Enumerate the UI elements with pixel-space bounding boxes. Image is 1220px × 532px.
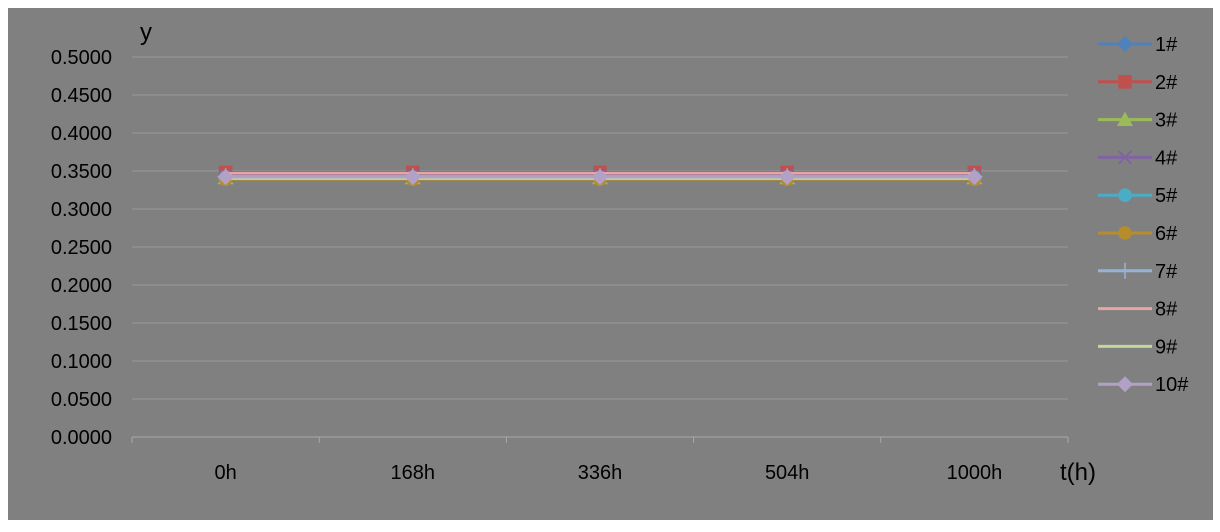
legend-label: 3# [1155, 110, 1178, 132]
y-tick-label: 0.0000 [51, 427, 112, 449]
x-axis-title: t(h) [1060, 459, 1096, 486]
y-axis-title: y [140, 19, 152, 46]
y-tick-label: 0.1000 [51, 351, 112, 373]
legend-item: 3# [1098, 110, 1178, 132]
data-point [1117, 36, 1133, 52]
x-tick-label: 504h [765, 462, 810, 484]
legend-item: 1# [1098, 34, 1178, 56]
legend-item: 2# [1098, 72, 1178, 94]
legend-label: 5# [1155, 185, 1178, 207]
data-point [592, 169, 608, 186]
y-tick-label: 0.2000 [51, 275, 112, 297]
y-tick-label: 0.3000 [51, 199, 112, 221]
legend-item: 8# [1098, 299, 1178, 321]
legend-label: 7# [1155, 261, 1178, 283]
data-point [1117, 150, 1133, 165]
y-tick-label: 0.4500 [51, 85, 112, 107]
data-series [217, 165, 983, 187]
axes: 0.0000 0.0500 0.1000 0.1500 0.2000 0.2500 0.30… [51, 47, 1069, 484]
legend-item: 5# [1098, 185, 1178, 207]
legend-item: 10# [1098, 374, 1189, 396]
legend-label: 1# [1155, 34, 1178, 56]
y-tick-label: 0.0500 [51, 389, 112, 411]
chart-background [8, 8, 1213, 520]
legend-label: 4# [1155, 147, 1178, 169]
y-tick-label: 0.2500 [51, 237, 112, 259]
y-tick-label: 0.4000 [51, 123, 112, 145]
data-point [1117, 376, 1133, 393]
legend-label: 6# [1155, 223, 1178, 245]
data-point [966, 169, 983, 186]
x-tick-label: 1000h [947, 462, 1003, 484]
data-point [1117, 262, 1133, 279]
data-point [779, 169, 796, 186]
y-tick-label: 0.3500 [51, 161, 112, 183]
y-tick-label: 0.5000 [51, 47, 112, 69]
data-point [1117, 111, 1133, 126]
legend: 1# 2# 3# 4# 5# 6# 7# 8# 9# 10# [1098, 34, 1189, 396]
legend-label: 10# [1155, 374, 1189, 396]
x-tick-label: 0h [214, 462, 236, 484]
data-point [1118, 188, 1132, 202]
y-tick-label: 0.1500 [51, 313, 112, 335]
legend-item: 7# [1098, 261, 1178, 283]
x-tick-label: 336h [578, 462, 623, 484]
data-point [1118, 226, 1132, 240]
data-point [1118, 75, 1132, 89]
legend-label: 9# [1155, 336, 1178, 358]
data-point [217, 169, 234, 186]
gridlines [132, 56, 1068, 400]
legend-item: 4# [1098, 147, 1178, 169]
legend-item: 9# [1098, 336, 1178, 358]
series-10 [217, 169, 983, 186]
legend-label: 8# [1155, 299, 1178, 321]
x-tick-label: 168h [391, 462, 436, 484]
legend-label: 2# [1155, 72, 1178, 94]
data-point [404, 169, 421, 186]
legend-item: 6# [1098, 223, 1178, 245]
